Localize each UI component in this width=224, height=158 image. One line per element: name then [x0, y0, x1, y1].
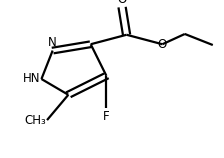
Text: O: O [158, 38, 167, 51]
Text: O: O [117, 0, 127, 6]
Text: N: N [48, 36, 57, 49]
Text: HN: HN [23, 73, 40, 85]
Text: CH₃: CH₃ [24, 114, 46, 127]
Text: F: F [103, 110, 110, 123]
